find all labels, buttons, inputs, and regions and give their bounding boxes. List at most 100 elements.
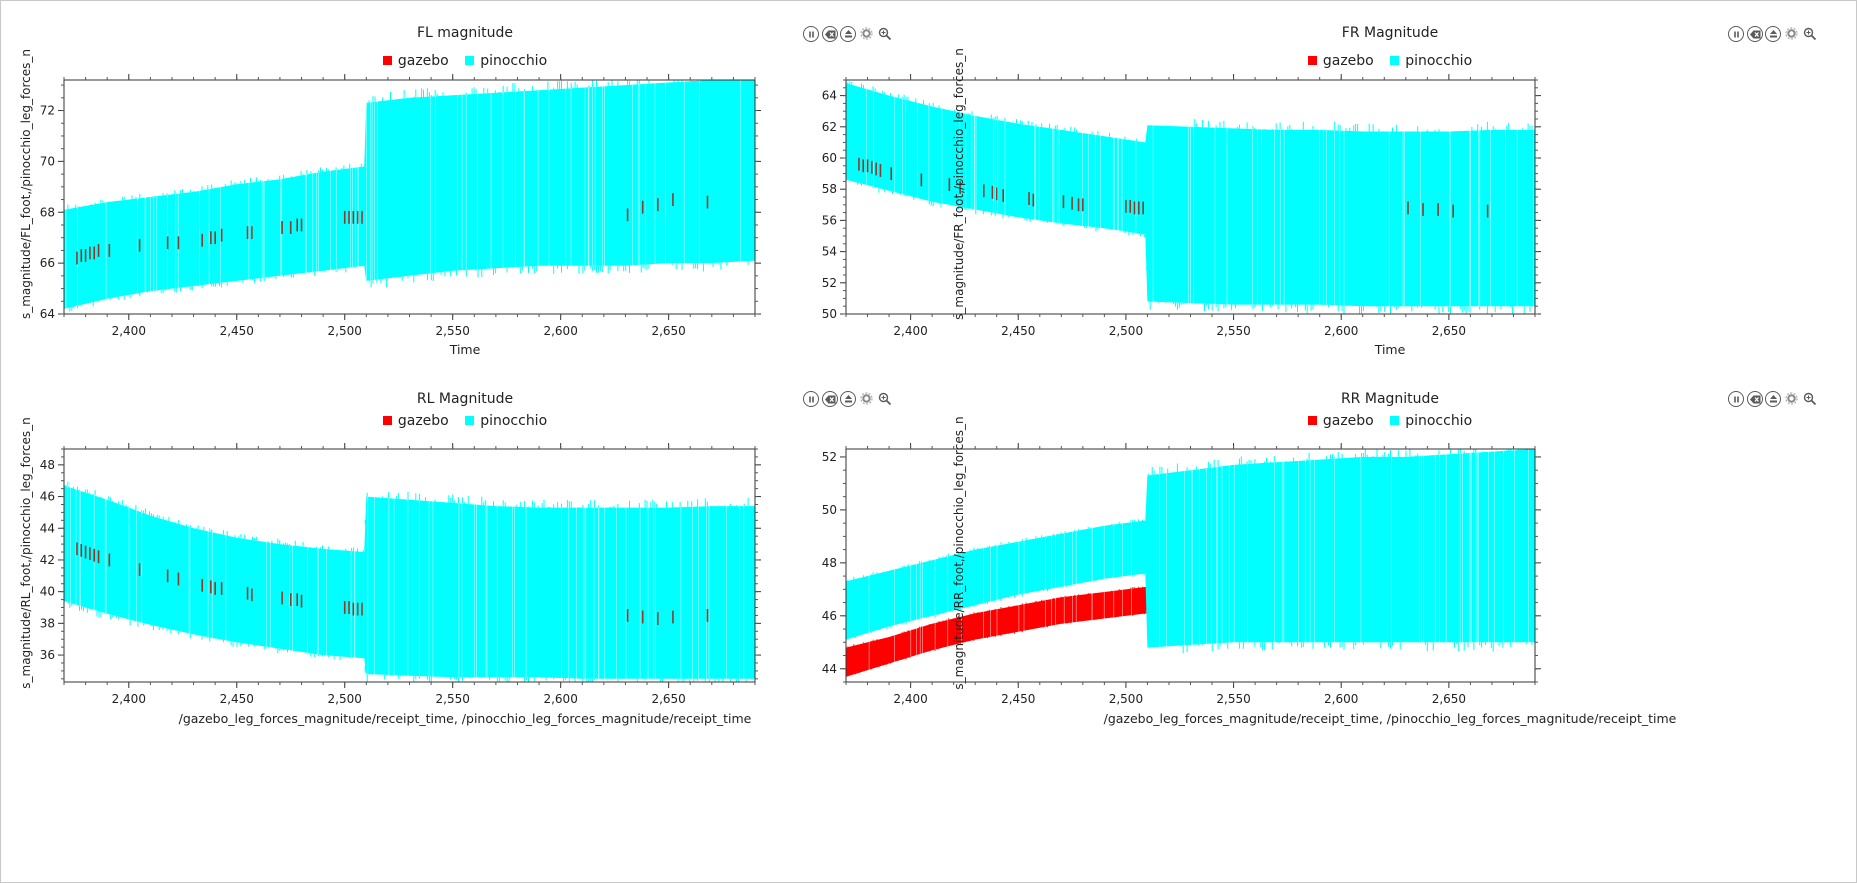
series-edge-pinocchio xyxy=(65,481,753,682)
y-axis-label: s_magnitude/RL_foot,/pinocchio_leg_force… xyxy=(19,417,33,689)
pause-button[interactable] xyxy=(1728,26,1744,42)
x-tick-label: 2,600 xyxy=(1324,692,1358,706)
plot-area xyxy=(846,81,1535,314)
x-tick-label: 2,550 xyxy=(1216,324,1250,338)
x-tick-label: 2,450 xyxy=(220,692,254,706)
chart-title: FR Magnitude xyxy=(1341,25,1439,41)
settings-icon xyxy=(859,27,873,40)
plot-area xyxy=(64,80,755,312)
fr-chart[interactable]: 50 52 54 56 58 60 62 64 2,400 2,450 2,500 2,550 2,60… xyxy=(822,1,1774,441)
pause-button[interactable] xyxy=(1728,391,1744,407)
zoom-icon xyxy=(878,392,892,406)
legend-swatch-gazebo xyxy=(382,416,392,425)
y-tick-label: 58 xyxy=(822,182,837,196)
chart-legend[interactable]: gazebo pinocchio xyxy=(926,413,1854,429)
y-tick-label: 56 xyxy=(822,213,837,227)
legend-swatch-pinocchio xyxy=(465,416,475,425)
series-gaps-pinocchio xyxy=(866,89,1534,307)
clear-button[interactable] xyxy=(821,391,838,407)
save-button[interactable] xyxy=(840,391,856,407)
zoom-button[interactable] xyxy=(1802,26,1818,42)
zoom-button[interactable] xyxy=(877,26,893,42)
zoom-icon xyxy=(1803,392,1817,406)
x-tick-label: 2,400 xyxy=(112,324,146,338)
y-tick-label: 36 xyxy=(40,648,55,662)
save-button[interactable] xyxy=(1765,26,1781,42)
series-band-pinocchio xyxy=(64,80,755,309)
pause-icon xyxy=(809,31,814,38)
plot-area xyxy=(846,449,1535,677)
settings-button[interactable] xyxy=(1784,26,1800,42)
legend-item-gazebo[interactable]: gazebo xyxy=(382,413,449,429)
chart-legend[interactable]: gazebo pinocchio xyxy=(1,413,929,429)
clear-icon xyxy=(824,30,835,39)
rr-chart[interactable]: 44 46 48 50 52 2,400 2,450 2,500 2,550 2,600 2,650 xyxy=(822,441,1774,881)
x-tick-label: 2,650 xyxy=(651,324,685,338)
x-tick-label: 2,650 xyxy=(1432,692,1466,706)
legend-swatch-pinocchio xyxy=(1390,56,1400,65)
x-tick-label: 2,500 xyxy=(1109,324,1143,338)
pause-button[interactable] xyxy=(803,26,819,42)
settings-icon xyxy=(1784,392,1798,405)
x-tick-label: 2,450 xyxy=(1001,692,1035,706)
series-band-pinocchio xyxy=(64,485,755,679)
y-tick-label: 44 xyxy=(40,521,55,535)
pause-button[interactable] xyxy=(803,391,819,407)
fl-chart[interactable]: 64 66 68 70 72 2,400 2,450 2,500 2,550 2,600 2,650 xyxy=(1,1,929,441)
y-tick-label: 46 xyxy=(40,490,55,504)
save-icon xyxy=(1770,30,1777,38)
legend-item-pinocchio[interactable]: pinocchio xyxy=(465,53,547,69)
legend-item-gazebo[interactable]: gazebo xyxy=(382,53,449,69)
legend-item-pinocchio[interactable]: pinocchio xyxy=(1390,53,1472,69)
pause-icon xyxy=(1734,31,1739,38)
plot-panel-rl: 36 38 40 42 44 46 48 2,400 2,450 2,500 2,550 2,600 2… xyxy=(1,391,929,881)
save-icon xyxy=(845,30,852,38)
legend-label: gazebo xyxy=(397,413,449,429)
y-axis-label: s_magnitude/RR_foot,/pinocchio_leg_force… xyxy=(952,416,966,690)
y-tick-label: 52 xyxy=(822,276,837,290)
y-tick-label: 54 xyxy=(822,245,837,259)
chart-title: RR Magnitude xyxy=(1340,391,1440,407)
y-tick-label: 40 xyxy=(40,585,55,599)
y-axis-label: s_magnitude/FR_foot,/pinocchio_leg_force… xyxy=(952,48,966,320)
clear-button[interactable] xyxy=(1746,26,1763,42)
legend-item-gazebo[interactable]: gazebo xyxy=(1307,53,1374,69)
series-gaps-pinocchio xyxy=(868,449,1529,647)
legend-label: pinocchio xyxy=(480,53,548,69)
legend-swatch-gazebo xyxy=(1307,56,1317,65)
plot-panel-fl: 64 66 68 70 72 2,400 2,450 2,500 2,550 2,600 2,650… xyxy=(1,1,929,441)
clear-button[interactable] xyxy=(1746,391,1763,407)
legend-swatch-gazebo xyxy=(382,56,392,65)
chart-legend[interactable]: gazebo pinocchio xyxy=(926,53,1854,69)
y-tick-label: 70 xyxy=(40,154,55,168)
save-button[interactable] xyxy=(840,26,856,42)
y-tick-label: 50 xyxy=(822,503,837,517)
zoom-button[interactable] xyxy=(1802,391,1818,407)
legend-item-pinocchio[interactable]: pinocchio xyxy=(465,413,547,429)
clear-icon xyxy=(1749,395,1760,404)
pause-icon xyxy=(809,396,814,403)
zoom-button[interactable] xyxy=(877,391,893,407)
rl-chart[interactable]: 36 38 40 42 44 46 48 2,400 2,450 2,500 2,550 2,600 2… xyxy=(1,441,929,881)
legend-item-gazebo[interactable]: gazebo xyxy=(1307,413,1374,429)
chart-legend[interactable]: gazebo pinocchio xyxy=(1,53,929,69)
series-edge-pinocchio xyxy=(846,449,1533,654)
x-axis-label: /gazebo_leg_forces_magnitude/receipt_tim… xyxy=(1103,711,1677,726)
pause-icon xyxy=(1734,396,1739,403)
x-tick-label: 2,400 xyxy=(893,324,927,338)
legend-swatch-pinocchio xyxy=(465,56,475,65)
clear-button[interactable] xyxy=(821,26,838,42)
y-tick-label: 66 xyxy=(40,256,55,270)
series-band-pinocchio xyxy=(846,449,1535,648)
legend-label: pinocchio xyxy=(1405,413,1473,429)
series-edge-pinocchio xyxy=(67,80,749,312)
x-tick-label: 2,600 xyxy=(543,692,577,706)
save-button[interactable] xyxy=(1765,391,1781,407)
x-tick-label: 2,600 xyxy=(1324,324,1358,338)
legend-item-pinocchio[interactable]: pinocchio xyxy=(1390,413,1472,429)
settings-button[interactable] xyxy=(1784,391,1800,407)
chart-title: RL Magnitude xyxy=(416,391,514,407)
settings-button[interactable] xyxy=(859,26,875,42)
clear-icon xyxy=(824,395,835,404)
settings-button[interactable] xyxy=(859,391,875,407)
